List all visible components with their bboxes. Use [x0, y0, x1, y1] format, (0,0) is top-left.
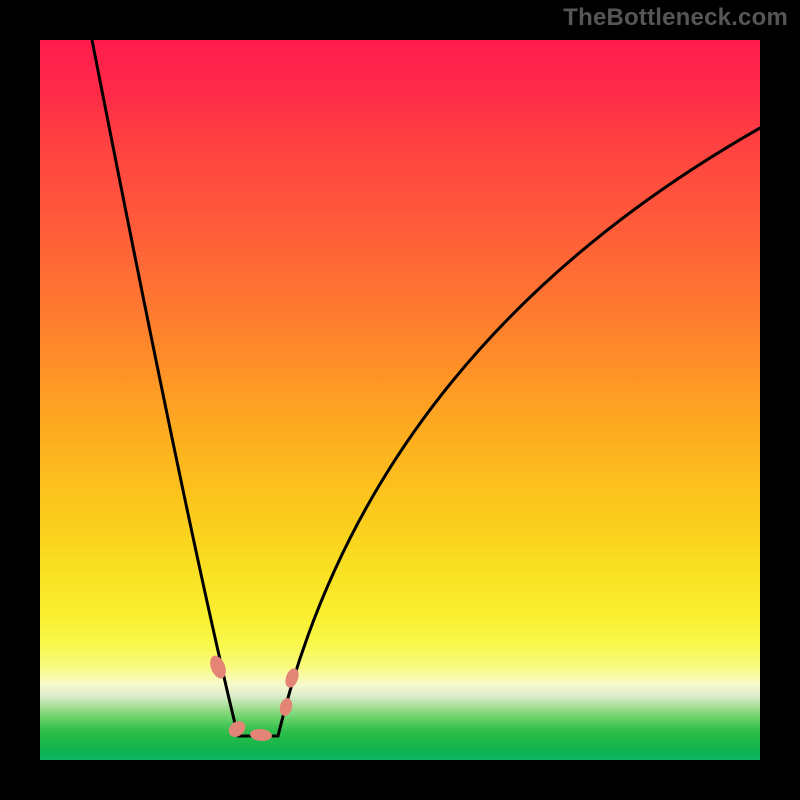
watermark-text: TheBottleneck.com — [563, 4, 788, 32]
chart-svg — [0, 0, 800, 800]
plot-gradient-background — [40, 40, 760, 760]
chart-frame-outer: TheBottleneck.com — [0, 0, 800, 800]
